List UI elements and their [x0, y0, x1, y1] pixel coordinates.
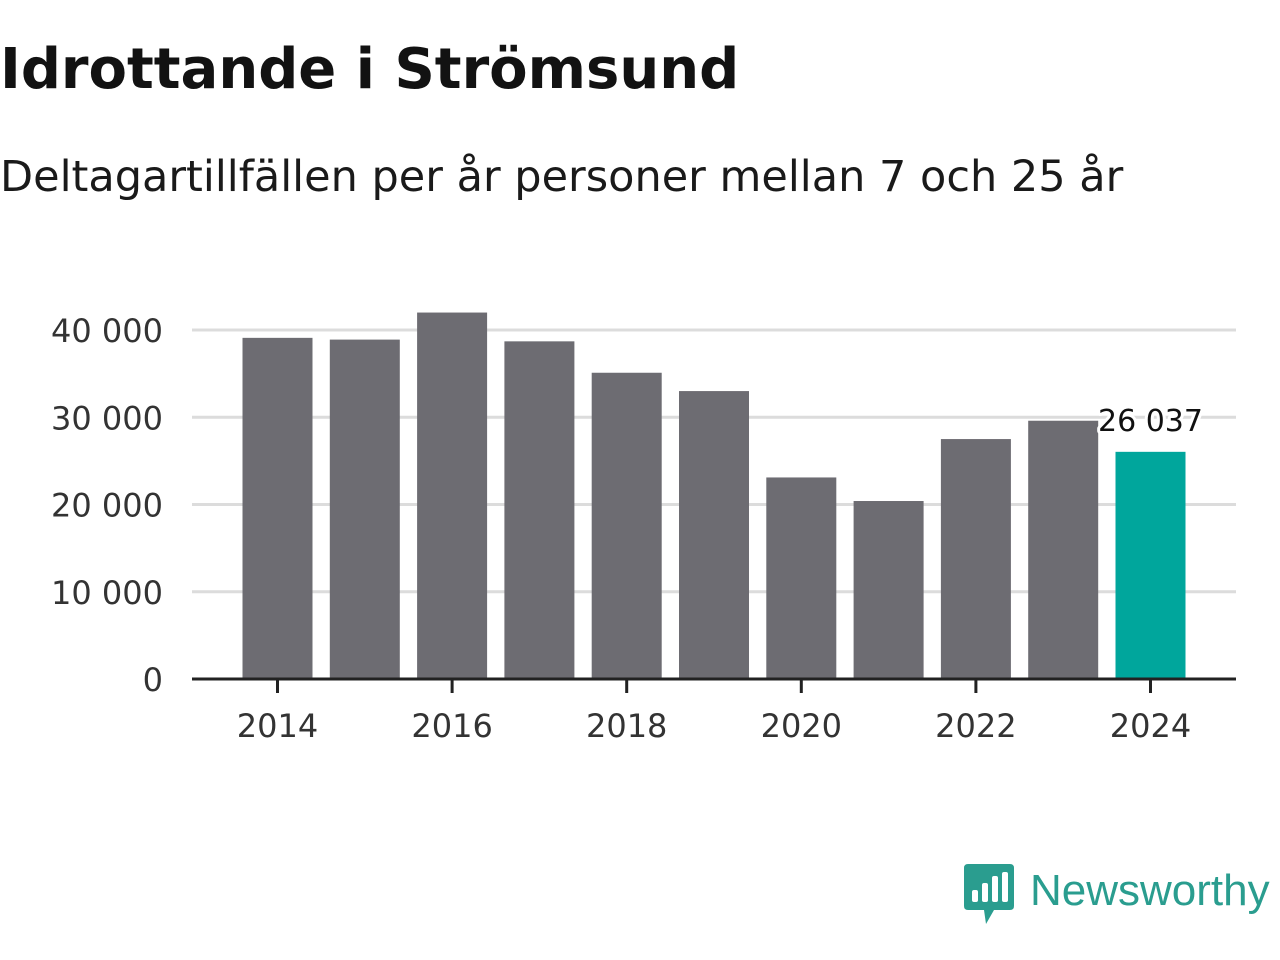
chart-title: Idrottande i Strömsund: [0, 37, 740, 102]
newsworthy-logo-icon: [964, 864, 1014, 924]
x-tick-label: 2014: [237, 707, 318, 745]
bar-2022: [940, 439, 1011, 679]
bar-2014: [242, 337, 313, 679]
bars: [242, 312, 1186, 679]
newsworthy-brand: Newsworthy: [964, 862, 1270, 928]
bar-2024: [1115, 451, 1186, 679]
bar-2017: [504, 341, 575, 679]
y-tick-label: 30 000: [51, 399, 163, 437]
x-tick-label: 2024: [1110, 707, 1191, 745]
y-tick-label: 0: [143, 661, 163, 699]
x-tick-label: 2022: [935, 707, 1016, 745]
y-tick-label: 20 000: [51, 487, 163, 525]
bar-2020: [766, 477, 837, 679]
brand-name: Newsworthy: [1030, 866, 1270, 915]
bar-2021: [853, 501, 924, 679]
bar-2019: [679, 391, 749, 679]
x-tick-label: 2016: [411, 707, 492, 745]
x-tick-label: 2020: [761, 707, 842, 745]
bar-2016: [417, 312, 488, 679]
annotation-label: 26 037: [1098, 404, 1203, 439]
labels: 0 10 000 20 000 30 000 40 000 2014 2016 2018 202…: [51, 312, 1206, 745]
y-tick-label: 10 000: [51, 574, 163, 612]
bar-2018: [591, 372, 662, 679]
chart-subtitle: Deltagartillfällen per år personer mella…: [0, 152, 1124, 202]
x-tick-label: 2018: [586, 707, 667, 745]
axes: [192, 677, 1236, 693]
bar-2023: [1028, 420, 1099, 679]
y-tick-label: 40 000: [51, 312, 163, 350]
bar-2015: [329, 339, 400, 679]
